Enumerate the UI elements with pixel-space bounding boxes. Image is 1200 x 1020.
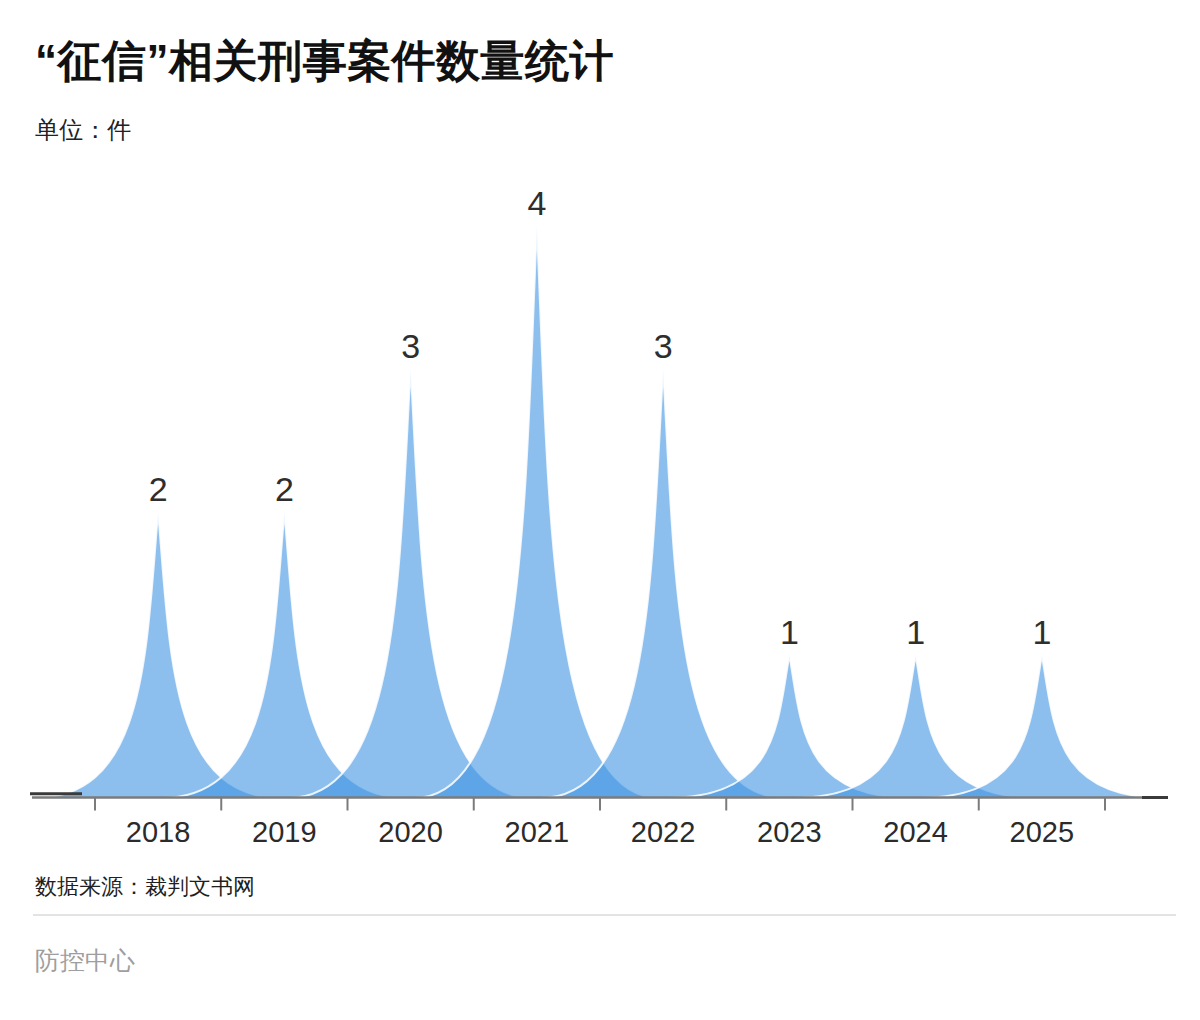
- value-label-2019: 2: [275, 470, 294, 508]
- value-label-2023: 1: [780, 613, 799, 651]
- year-label-2023: 2023: [757, 816, 822, 848]
- year-label-2024: 2024: [883, 816, 948, 848]
- peak-area-2021: [414, 226, 660, 798]
- year-label-2018: 2018: [126, 816, 191, 848]
- year-label-2022: 2022: [631, 816, 696, 848]
- value-label-2020: 3: [401, 327, 420, 365]
- year-label-2021: 2021: [505, 816, 570, 848]
- data-source-label: 数据来源：裁判文书网: [35, 872, 255, 902]
- footer-divider: [33, 914, 1176, 916]
- value-label-2021: 4: [527, 184, 546, 222]
- watermark-text: 防控中心: [35, 944, 135, 977]
- peak-area-chart: 2 2 3 4 3 1 1 1 2018 2019 2020 2021 2022 2023 2024 2025: [0, 0, 1200, 1020]
- year-label-2019: 2019: [252, 816, 317, 848]
- value-label-2024: 1: [906, 613, 925, 651]
- year-label-2020: 2020: [378, 816, 443, 848]
- value-label-2022: 3: [654, 327, 673, 365]
- value-label-2018: 2: [149, 470, 168, 508]
- value-label-2025: 1: [1032, 613, 1051, 651]
- year-label-2025: 2025: [1010, 816, 1075, 848]
- page: “征信”相关刑事案件数量统计 单位：件 22343111201820192020…: [0, 0, 1200, 1020]
